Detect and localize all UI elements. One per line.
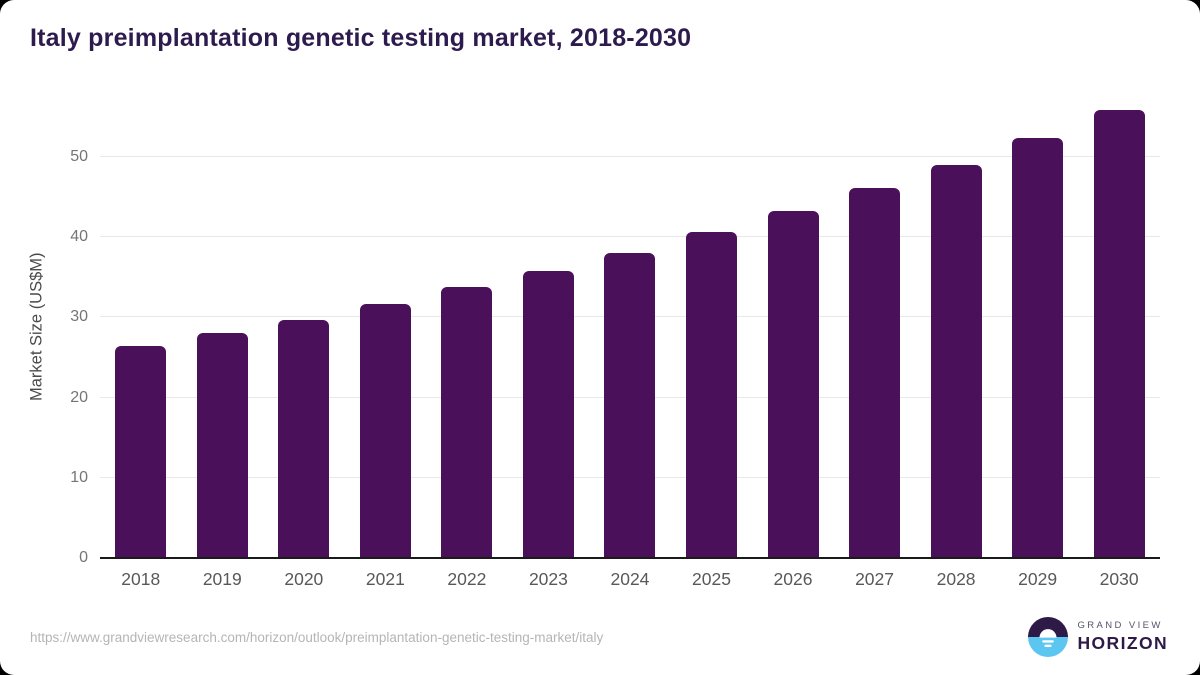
bar-slot-2022 (426, 95, 508, 558)
bar-2024 (604, 253, 656, 558)
bar-slot-2019 (182, 95, 264, 558)
bar-slot-2018 (100, 95, 182, 558)
logo-text-horizon: HORIZON (1077, 633, 1168, 653)
x-tick-label-2026: 2026 (773, 569, 813, 589)
x-tick-label-2028: 2028 (936, 569, 976, 589)
logo-text-grand-view: GRAND VIEW (1077, 620, 1163, 631)
y-tick-label-30: 30 (70, 308, 88, 326)
source-url: https://www.grandviewresearch.com/horizo… (30, 630, 604, 645)
y-axis-title: Market Size (US$M) (27, 252, 46, 401)
bar-slot-2030 (1078, 95, 1160, 558)
bar-2030 (1093, 110, 1145, 558)
bar-2029 (1012, 138, 1064, 558)
x-tick-label-2022: 2022 (447, 569, 487, 589)
x-tick-label-2030: 2030 (1099, 569, 1139, 589)
bar-slot-2024 (589, 95, 671, 558)
bar-2021 (359, 304, 411, 558)
bar-2027 (849, 188, 901, 558)
bar-2023 (522, 270, 574, 558)
y-tick-label-20: 20 (70, 388, 88, 406)
bars-row (100, 95, 1160, 558)
bar-slot-2021 (345, 95, 427, 558)
x-tick-label-2027: 2027 (855, 569, 895, 589)
x-tick-label-2025: 2025 (692, 569, 731, 589)
bar-slot-2028 (915, 95, 997, 558)
grandview-horizon-logo: GRAND VIEW HORIZON (1027, 617, 1169, 657)
gridline-y-40 (100, 236, 1160, 238)
bar-slot-2029 (997, 95, 1079, 558)
bar-2028 (930, 164, 982, 558)
bar-slot-2025 (671, 95, 753, 558)
chart-title: Italy preimplantation genetic testing ma… (30, 24, 692, 52)
horizon-sunrise-icon (1027, 617, 1068, 657)
bar-slot-2020 (263, 95, 345, 558)
bar-2026 (767, 211, 819, 558)
bar-slot-2027 (834, 95, 916, 558)
bar-slot-2023 (508, 95, 590, 558)
y-tick-label-50: 50 (70, 147, 88, 165)
bar-2022 (441, 286, 493, 558)
x-tick-label-2020: 2020 (284, 569, 324, 589)
x-tick-label-2019: 2019 (202, 569, 242, 589)
y-tick-label-10: 10 (70, 468, 88, 486)
y-tick-label-40: 40 (70, 228, 88, 246)
y-tick-label-0: 0 (79, 549, 88, 566)
x-tick-label-2023: 2023 (528, 569, 568, 589)
plot-area: 0 10 20 30 40 50 2018 2019 2020 2021 2022 2023 2024 2… (70, 95, 1160, 589)
gridline-y-50 (100, 155, 1160, 157)
x-axis-line (100, 557, 1160, 559)
x-axis-labels: 2018 2019 2020 2021 2022 2023 2024 2025 2026 2027… (100, 569, 1160, 590)
bar-2025 (685, 232, 737, 558)
bar-slot-2026 (752, 95, 834, 558)
x-tick-label-2021: 2021 (365, 569, 405, 589)
bar-2020 (278, 319, 330, 558)
logo-text: GRAND VIEW HORIZON (1078, 620, 1169, 654)
bar-2019 (196, 333, 248, 558)
x-tick-label-2024: 2024 (610, 569, 650, 589)
bar-2018 (115, 346, 167, 558)
x-tick-label-2018: 2018 (121, 569, 161, 589)
x-tick-label-2029: 2029 (1018, 569, 1058, 589)
